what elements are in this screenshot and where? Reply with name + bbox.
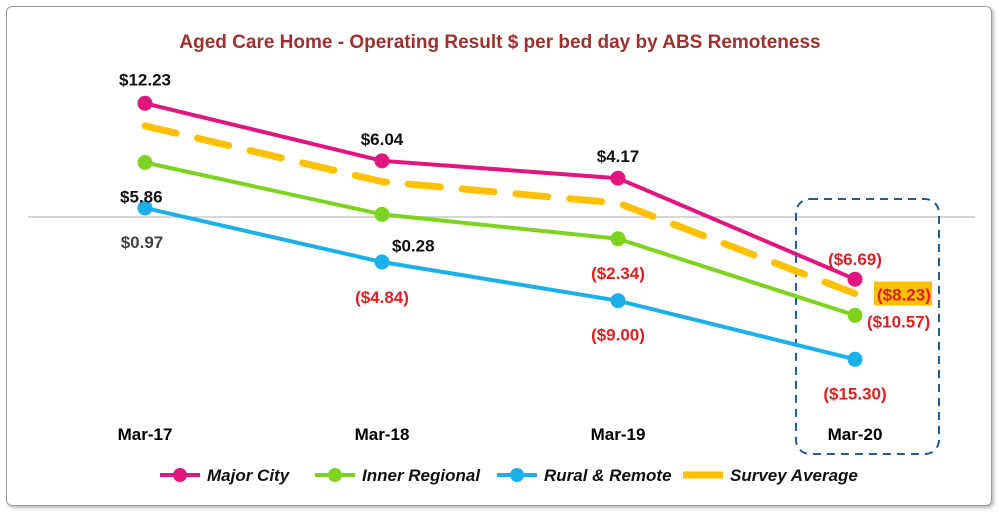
legend-label: Survey Average bbox=[730, 466, 858, 485]
legend-label: Inner Regional bbox=[362, 466, 481, 485]
data-label: $5.86 bbox=[120, 188, 163, 207]
data-point bbox=[374, 206, 390, 222]
series-line bbox=[144, 101, 856, 282]
chart-title: Aged Care Home - Operating Result $ per … bbox=[179, 32, 820, 53]
data-point bbox=[137, 200, 153, 216]
legend-marker bbox=[173, 468, 187, 482]
data-point bbox=[610, 231, 626, 247]
series-line bbox=[141, 122, 859, 298]
data-point bbox=[137, 95, 153, 111]
data-point bbox=[847, 307, 863, 323]
data-label: ($4.84) bbox=[355, 288, 409, 307]
data-point bbox=[374, 254, 390, 270]
data-point bbox=[374, 153, 390, 169]
data-label: ($6.69) bbox=[828, 250, 882, 269]
legend-label: Rural & Remote bbox=[544, 466, 672, 485]
data-point bbox=[847, 271, 863, 287]
data-label: ($15.30) bbox=[823, 384, 886, 403]
highlight-box bbox=[795, 198, 940, 455]
x-tick-label: Mar-18 bbox=[355, 425, 410, 444]
series-line bbox=[144, 206, 856, 362]
data-label: ($2.34) bbox=[591, 264, 645, 283]
x-tick-label: Mar-17 bbox=[118, 425, 173, 444]
data-label: $6.04 bbox=[361, 130, 404, 149]
chart-frame bbox=[6, 6, 992, 506]
data-point bbox=[847, 351, 863, 367]
data-point bbox=[610, 170, 626, 186]
series-line bbox=[144, 160, 856, 318]
legend-marker bbox=[328, 468, 342, 482]
data-label: ($8.23) bbox=[877, 286, 931, 305]
x-tick-label: Mar-20 bbox=[828, 425, 883, 444]
data-point bbox=[137, 155, 153, 171]
data-label: $0.97 bbox=[121, 233, 164, 252]
legend-marker bbox=[510, 468, 524, 482]
data-label: ($10.57) bbox=[867, 312, 930, 331]
highlight-label-bg bbox=[874, 281, 932, 306]
data-point bbox=[610, 293, 626, 309]
data-label: $0.28 bbox=[392, 236, 435, 255]
data-label: ($9.00) bbox=[591, 326, 645, 345]
data-label: $12.23 bbox=[119, 70, 171, 89]
data-label: $4.17 bbox=[597, 147, 640, 166]
x-tick-label: Mar-19 bbox=[591, 425, 646, 444]
legend-label: Major City bbox=[207, 466, 291, 485]
